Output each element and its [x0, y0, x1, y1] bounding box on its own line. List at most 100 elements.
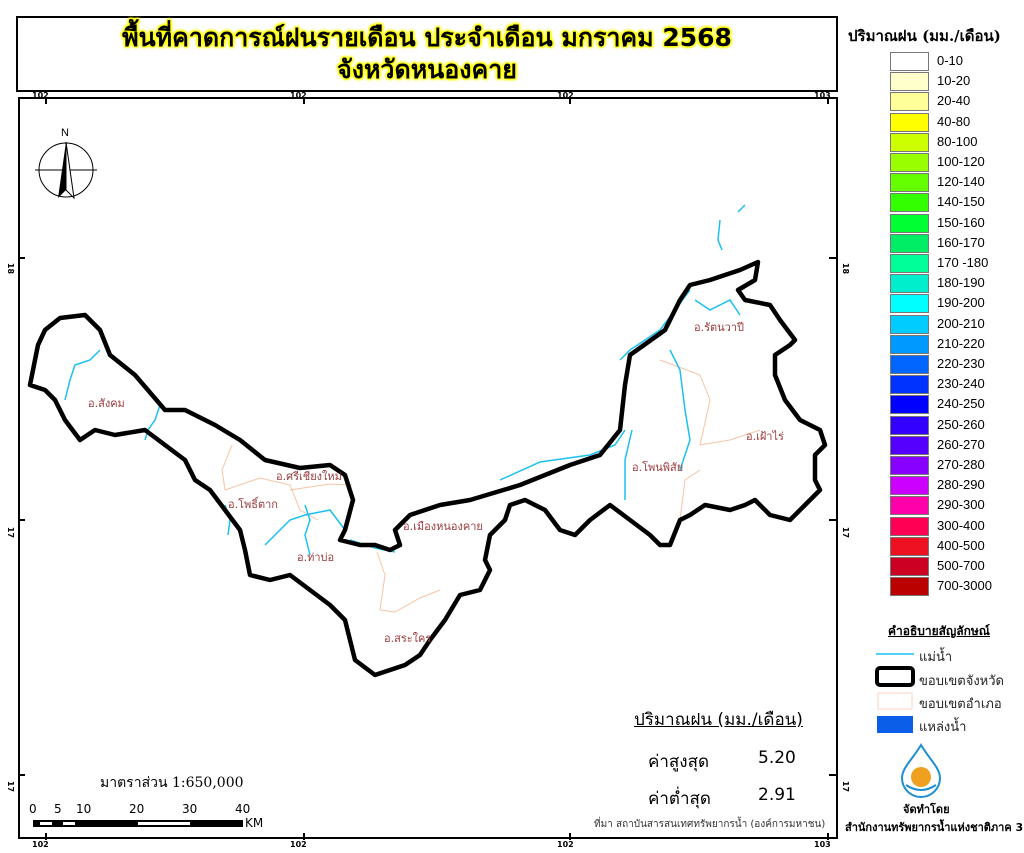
rain-legend-label: 40-80 [937, 113, 971, 129]
grid-label-bottom: 102 [290, 840, 307, 849]
rain-legend-label: 290-300 [937, 497, 985, 513]
district-label: อ.เมืองหนองคาย [403, 520, 483, 533]
rain-legend-swatch [890, 213, 929, 233]
stats-max-label: ค่าสูงสุด [648, 752, 710, 772]
rain-legend-swatch [890, 314, 929, 334]
rain-legend-label: 230-240 [937, 376, 985, 392]
scale-tick: 10 [76, 802, 92, 816]
district-label: อ.โพธิ์ตาก [228, 496, 278, 511]
rain-legend-swatch [890, 435, 929, 455]
rain-legend-label: 160-170 [937, 234, 985, 250]
title-box: พื้นที่คาดการณ์ฝนรายเดือน ประจำเดือน มกร… [16, 16, 838, 92]
district-boundary-symbol-icon [877, 692, 913, 710]
rain-legend-swatch [890, 375, 929, 395]
rain-legend-swatch [890, 577, 929, 597]
rain-legend-label: 150-160 [937, 214, 985, 230]
agency-logo-icon [900, 743, 942, 798]
producer-name: สำนักงานทรัพยากรน้ำแห่งชาติภาค 3 [845, 821, 1024, 834]
data-source: ที่มา สถาบันสารสนเทศทรัพยากรน้ำ (องค์การ… [594, 819, 826, 830]
water-body-label: แหล่งน้ำ [919, 719, 967, 734]
rain-legend-swatch [890, 233, 929, 253]
rain-legend-swatch [890, 415, 929, 435]
rain-legend-label: 170 -180 [937, 255, 989, 270]
stats-max-value: 5.20 [758, 748, 796, 768]
district-boundaries [221, 359, 761, 613]
rain-legend-swatch [890, 355, 929, 374]
rain-legend-label: 300-400 [937, 517, 985, 533]
rain-legend-swatch [890, 516, 929, 536]
scale-bar [33, 820, 243, 827]
grid-label-bottom: 102 [557, 840, 574, 849]
rain-legend-swatch [890, 173, 929, 193]
rain-legend-label: 250-260 [937, 416, 985, 432]
scale-unit: KM [245, 816, 264, 830]
rain-legend-swatch [890, 496, 929, 516]
rain-legend-swatch [890, 274, 929, 294]
province-boundary-label: ขอบเขตจังหวัด [919, 673, 1004, 688]
district-label: อ.ศรีเชียงใหม่ [276, 470, 342, 483]
map-title: พื้นที่คาดการณ์ฝนรายเดือน ประจำเดือน มกร… [122, 23, 732, 52]
rain-legend-label: 260-270 [937, 436, 985, 452]
scale-text: มาตราส่วน 1:650,000 [100, 775, 244, 791]
water-body-symbol-icon [877, 716, 913, 733]
rain-legend-label: 190-200 [937, 295, 985, 311]
district-label: อ.โพนพิสัย [632, 460, 683, 474]
grid-label-top: 103 [814, 91, 831, 100]
symbol-legend-title: คำอธิบายสัญลักษณ์ [888, 624, 990, 638]
rain-legend-label: 0-10 [937, 53, 964, 68]
rain-legend-title: ปริมาณฝน (มม./เดือน) [848, 27, 1001, 45]
stats-title: ปริมาณฝน (มม./เดือน) [634, 710, 803, 730]
rain-legend-label: 120-140 [937, 174, 985, 190]
north-label: N [61, 127, 69, 139]
rain-legend-label: 20-40 [937, 93, 971, 109]
stats-min-value: 2.91 [758, 785, 796, 805]
district-label: อ.ท่าบ่อ [297, 551, 334, 564]
rain-legend-swatch [890, 92, 929, 112]
rain-legend-swatch [890, 456, 929, 475]
rain-legend-swatch [890, 294, 929, 314]
rain-legend-label: 280-290 [937, 477, 985, 493]
stats-min-label: ค่าต่ำสุด [648, 789, 711, 809]
district-label: อ.สระใคร [384, 632, 431, 645]
rain-legend-label: 200-210 [937, 315, 985, 331]
map-frame [18, 97, 838, 839]
map-subtitle: จังหวัดหนองคาย [337, 55, 517, 84]
north-arrow-icon [35, 141, 97, 200]
grid-label-top: 102 [290, 91, 307, 100]
scale-tick: 0 [29, 802, 37, 816]
grid-label-bottom: 102 [32, 840, 49, 849]
rain-legend-label: 10-20 [937, 73, 971, 89]
rain-legend-label: 80-100 [937, 133, 978, 149]
grid-label-bottom: 103 [814, 840, 831, 849]
rain-legend-label: 500-700 [937, 558, 985, 573]
rain-legend-swatch [890, 193, 929, 213]
district-label: อ.เฝ้าไร่ [746, 430, 784, 443]
rain-legend-label: 400-500 [937, 537, 985, 553]
grid-label-top: 102 [557, 91, 574, 100]
rain-legend-swatch [890, 254, 929, 273]
grid-label-top: 102 [32, 91, 49, 100]
rain-legend-swatch [890, 476, 929, 496]
district-boundary-label: ขอบเขตอำเภอ [919, 696, 1002, 711]
producer-label: จัดทำโดย [903, 803, 950, 816]
scale-tick: 5 [54, 802, 62, 816]
rain-legend-swatch [890, 153, 929, 172]
rain-legend-label: 210-220 [937, 335, 985, 351]
province-boundary [27, 259, 828, 678]
rain-legend-label: 140-150 [937, 194, 985, 210]
rain-legend-label: 220-230 [937, 356, 985, 371]
district-label: อ.รัตนวาปี [694, 321, 744, 334]
rain-legend-label: 100-120 [937, 154, 985, 169]
district-label: อ.สังคม [88, 397, 125, 410]
rain-legend-label: 700-3000 [937, 578, 992, 594]
scale-tick: 20 [129, 802, 145, 816]
rain-legend-swatch [890, 334, 929, 354]
grid-ticks [18, 97, 836, 840]
rain-legend-swatch [890, 112, 929, 132]
rain-legend-swatch [890, 557, 929, 576]
province-boundary-symbol-icon [875, 666, 915, 687]
rain-legend-swatch [890, 132, 929, 152]
scale-tick: 30 [182, 802, 198, 816]
scale-tick: 40 [235, 802, 251, 816]
